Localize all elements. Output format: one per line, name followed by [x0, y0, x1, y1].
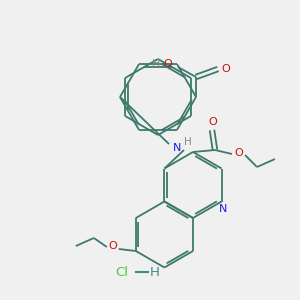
Text: N: N: [218, 205, 227, 214]
Text: O: O: [208, 117, 217, 127]
Text: H: H: [150, 266, 160, 278]
Text: H: H: [152, 59, 160, 69]
Text: O: O: [164, 59, 172, 69]
Text: O: O: [235, 148, 243, 158]
Text: Cl: Cl: [116, 266, 128, 278]
Text: N: N: [173, 143, 181, 153]
Text: O: O: [109, 241, 117, 251]
Text: O: O: [222, 64, 230, 74]
Text: H: H: [184, 137, 192, 147]
